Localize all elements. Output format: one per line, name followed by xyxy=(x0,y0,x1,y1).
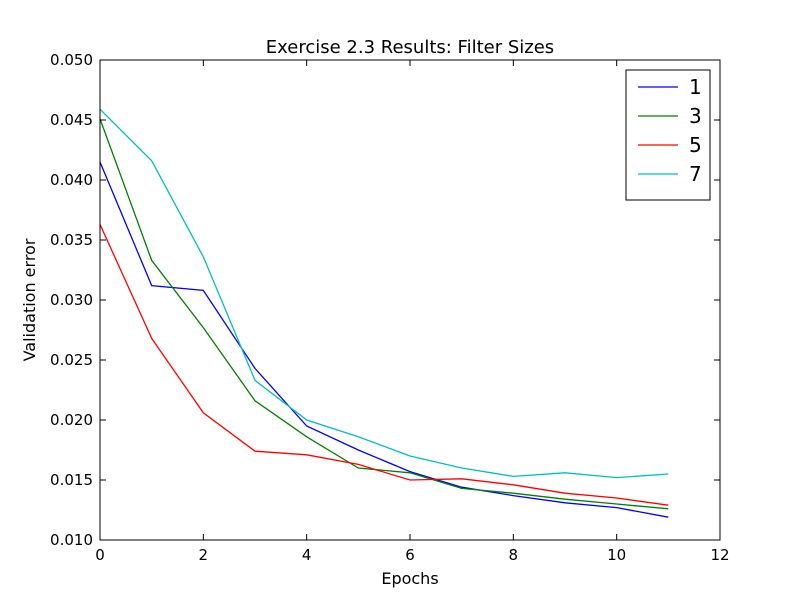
series-line-1 xyxy=(99,161,669,518)
x-tick-label: 0 xyxy=(95,546,105,564)
tick-layer: 0 2 4 6 8 10 12 0.010 0.015 0.020 0.025 0.030 0.035 0… xyxy=(50,51,730,564)
legend-label-1: 1 xyxy=(689,75,702,99)
series-line-3 xyxy=(99,118,669,510)
x-tick-label: 4 xyxy=(302,546,312,564)
y-tick-label: 0.050 xyxy=(50,51,93,69)
series-line-5 xyxy=(99,224,669,506)
y-tick-label: 0.035 xyxy=(50,231,93,249)
y-axis-label: Validation error xyxy=(20,238,39,361)
y-tick-label: 0.045 xyxy=(50,111,93,129)
chart-title: Exercise 2.3 Results: Filter Sizes xyxy=(266,37,554,58)
legend-label-7: 7 xyxy=(689,162,702,186)
legend: 1 3 5 7 xyxy=(625,69,711,201)
y-tick-label: 0.020 xyxy=(50,411,93,429)
legend-label-3: 3 xyxy=(689,104,702,128)
legend-box xyxy=(625,69,711,201)
series-layer xyxy=(99,108,669,518)
legend-label-5: 5 xyxy=(689,133,702,157)
y-tick-label: 0.030 xyxy=(50,291,93,309)
x-tick-label: 6 xyxy=(405,546,415,564)
x-tick-label: 8 xyxy=(509,546,519,564)
x-tick-label: 12 xyxy=(710,546,729,564)
x-tick-label: 10 xyxy=(607,546,626,564)
series-line-7 xyxy=(99,108,669,479)
y-tick-label: 0.025 xyxy=(50,351,93,369)
y-tick-label: 0.010 xyxy=(50,531,93,549)
y-tick-label: 0.040 xyxy=(50,171,93,189)
y-tick-label: 0.015 xyxy=(50,471,93,489)
x-tick-label: 2 xyxy=(199,546,209,564)
x-axis-label: Epochs xyxy=(381,569,438,588)
